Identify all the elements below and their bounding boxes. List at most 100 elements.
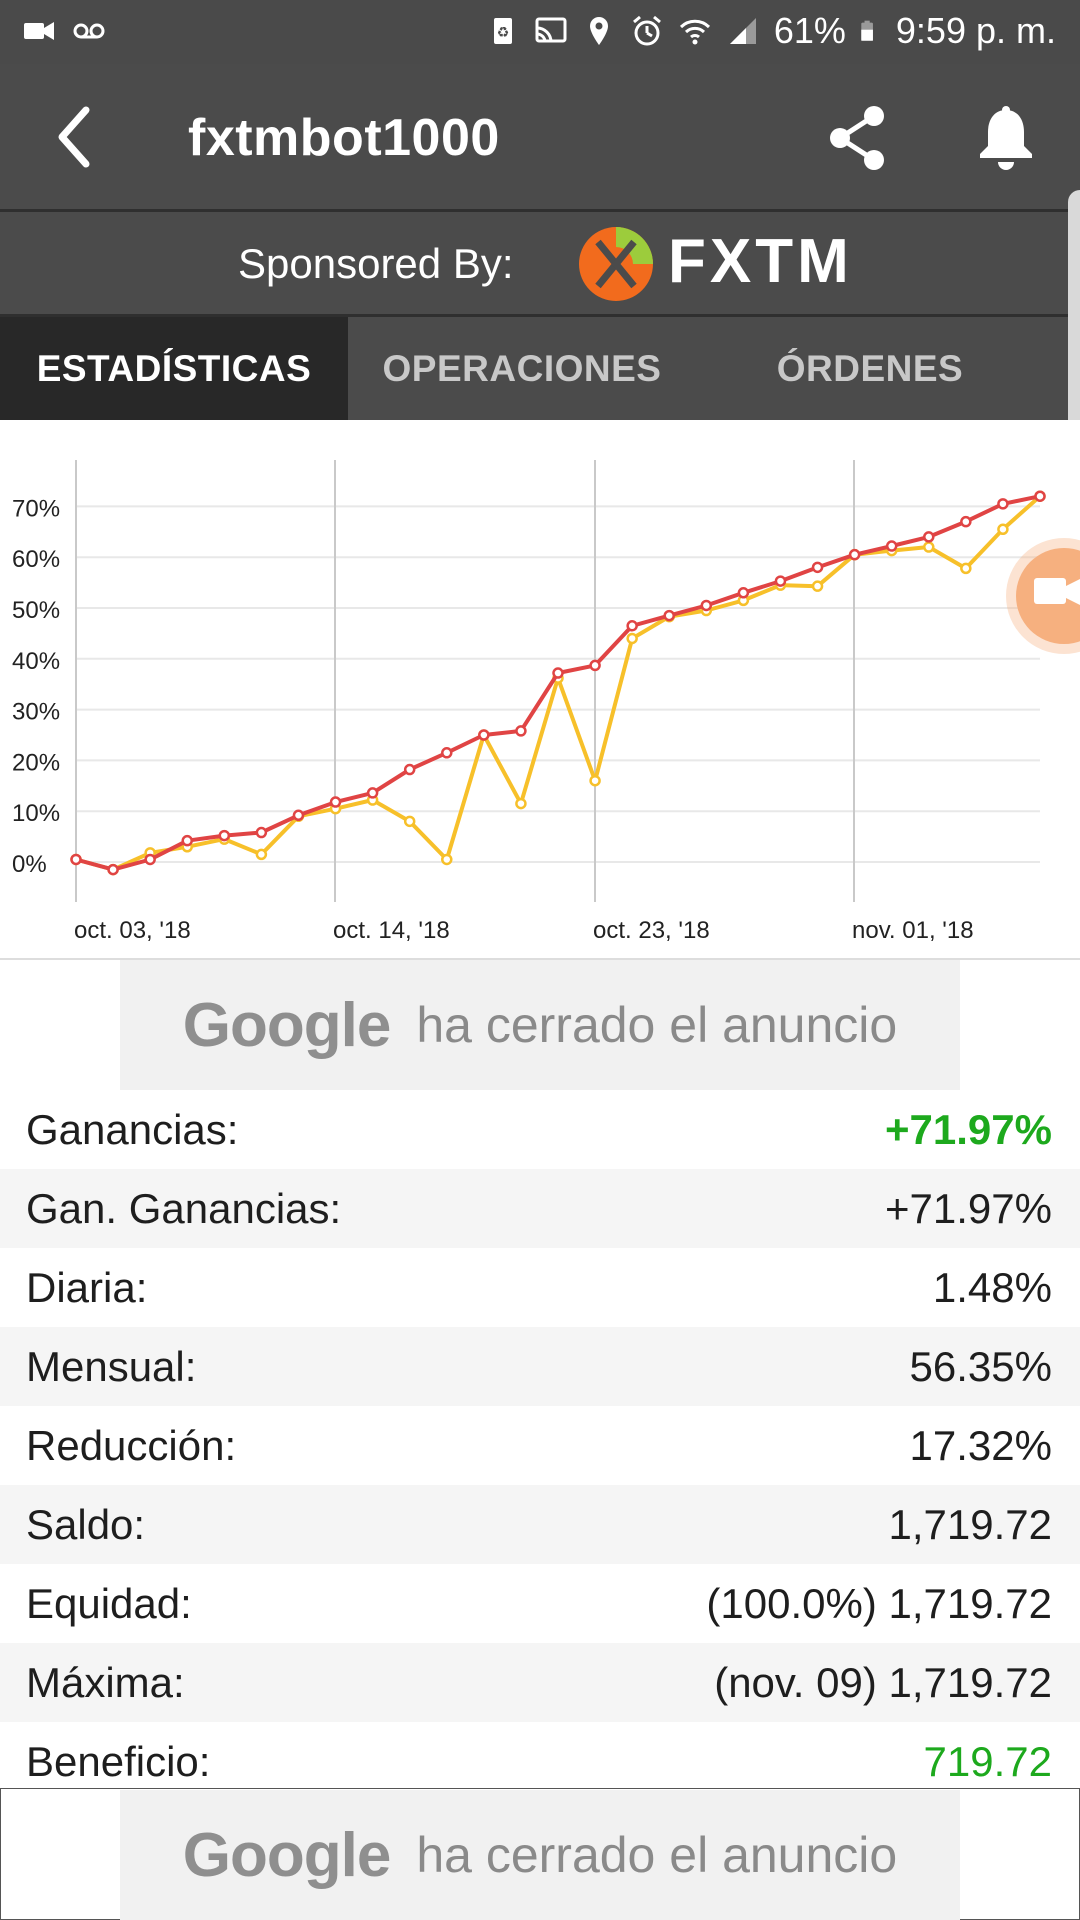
y-tick-label: 40% xyxy=(12,648,60,675)
divider xyxy=(0,209,1080,212)
google-logo: Google xyxy=(182,990,392,1060)
share-icon[interactable] xyxy=(822,102,894,174)
data-point xyxy=(737,587,750,599)
stat-value: 719.72 xyxy=(923,1737,1052,1785)
x-tick-label: oct. 23, '18 xyxy=(593,917,710,944)
page-title: fxtmbot1000 xyxy=(188,109,500,167)
data-point xyxy=(774,575,787,587)
fxtm-logo-icon xyxy=(579,227,653,301)
stat-value: 17.32% xyxy=(909,1421,1052,1469)
status-bar: ♻ 61% 9:59 p. m. xyxy=(0,0,1080,64)
x-tick-label: oct. 14, '18 xyxy=(333,917,450,944)
data-point xyxy=(255,848,268,861)
data-point xyxy=(997,498,1009,510)
ad-closed-banner-bottom: Google ha cerrado el anuncio xyxy=(120,1790,960,1920)
ad-closed-banner: Google ha cerrado el anuncio xyxy=(120,960,960,1090)
stat-value: (nov. 09) 1,719.72 xyxy=(714,1658,1052,1706)
data-point xyxy=(144,853,156,866)
clock: 9:59 p. m. xyxy=(895,10,1056,51)
stat-label: Diaria: xyxy=(26,1263,148,1311)
battery-icon xyxy=(861,20,873,41)
ad-closed-text: ha cerrado el anuncio xyxy=(416,1827,898,1883)
data-point xyxy=(885,540,898,552)
app-bar: fxtmbot1000 xyxy=(0,64,1080,210)
stat-value: 56.35% xyxy=(909,1342,1052,1390)
video-icon xyxy=(24,22,54,40)
stat-value: +71.97% xyxy=(885,1105,1052,1153)
data-point xyxy=(589,774,601,787)
stat-value: +71.97% xyxy=(885,1184,1052,1232)
data-point xyxy=(441,853,453,866)
wifi-icon xyxy=(679,19,710,45)
bell-icon[interactable] xyxy=(976,104,1036,174)
y-tick-label: 50% xyxy=(12,597,60,624)
data-point xyxy=(626,620,638,632)
chart-canvas: 0% 10% 20% 30% 40% 50% 60% 70% oct. 03, '18 oct. … xyxy=(12,460,1046,944)
ad-closed-text: ha cerrado el anuncio xyxy=(416,997,898,1053)
google-logo: Google xyxy=(182,1820,392,1890)
data-point xyxy=(848,548,861,561)
x-tick-label: nov. 01, '18 xyxy=(852,917,974,944)
data-point xyxy=(589,659,601,672)
sponsor-label: Sponsored By: xyxy=(238,240,514,287)
data-point xyxy=(441,747,453,759)
data-point xyxy=(811,561,824,574)
stat-row: Gan. Ganancias: +71.97% xyxy=(0,1169,1080,1248)
stat-row: Equidad: (100.0%) 1,719.72 xyxy=(0,1564,1080,1643)
battery-saver-icon: ♻ xyxy=(493,18,512,44)
stat-label: Máxima: xyxy=(26,1658,185,1706)
data-point xyxy=(960,515,972,528)
data-point xyxy=(292,809,305,822)
data-point xyxy=(923,541,935,553)
stat-label: Reducción: xyxy=(26,1421,237,1469)
divider xyxy=(0,958,1080,960)
stat-value: 1,719.72 xyxy=(888,1500,1053,1548)
svg-text:♻: ♻ xyxy=(497,25,510,41)
divider xyxy=(0,314,1080,317)
data-point xyxy=(515,797,527,810)
data-point xyxy=(923,531,935,543)
x-tick-label: oct. 03, '18 xyxy=(74,917,191,944)
stat-row: Saldo: 1,719.72 xyxy=(0,1485,1080,1564)
tab-estadisticas[interactable]: ESTADÍSTICAS xyxy=(0,317,348,420)
sponsor-brand: FXTM xyxy=(668,227,853,296)
data-point xyxy=(403,763,416,776)
voicemail-icon xyxy=(73,23,105,39)
data-point xyxy=(700,599,713,612)
stat-label: Saldo: xyxy=(26,1500,146,1548)
stat-row: Mensual: 56.35% xyxy=(0,1327,1080,1406)
data-point xyxy=(626,632,638,645)
y-tick-label: 60% xyxy=(12,546,60,573)
data-point xyxy=(181,834,193,847)
data-point xyxy=(329,796,342,808)
stat-row: Beneficio: 719.72 xyxy=(0,1722,1080,1801)
data-point xyxy=(997,523,1009,536)
stat-label: Mensual: xyxy=(26,1342,197,1390)
tab-bar: ESTADÍSTICAS OPERACIONES ÓRDENES xyxy=(0,317,1068,420)
stat-row: Máxima: (nov. 09) 1,719.72 xyxy=(0,1643,1080,1722)
y-tick-label: 30% xyxy=(12,699,60,726)
stat-label: Gan. Ganancias: xyxy=(26,1184,342,1232)
stats-table: Ganancias: +71.97% Gan. Ganancias: +71.97% D… xyxy=(0,1090,1080,1801)
tab-operaciones[interactable]: OPERACIONES xyxy=(382,347,662,389)
stat-value: (100.0%) 1,719.72 xyxy=(706,1579,1052,1627)
data-point xyxy=(403,815,416,828)
y-tick-label: 70% xyxy=(12,495,60,522)
cast-icon xyxy=(535,17,567,43)
back-arrow-icon[interactable] xyxy=(46,102,106,172)
stat-label: Ganancias: xyxy=(26,1105,239,1153)
data-point xyxy=(1034,490,1046,502)
data-point xyxy=(960,562,972,575)
data-point xyxy=(218,829,231,842)
stat-row: Ganancias: +71.97% xyxy=(0,1090,1080,1169)
sponsor-banner[interactable]: Sponsored By: FXTM xyxy=(0,212,1080,314)
signal-icon xyxy=(729,18,756,44)
data-point xyxy=(107,863,119,876)
y-tick-label: 10% xyxy=(12,800,60,827)
data-point xyxy=(811,580,824,592)
stat-label: Equidad: xyxy=(26,1579,192,1627)
alarm-icon xyxy=(632,15,661,46)
tab-ordenes[interactable]: ÓRDENES xyxy=(776,347,964,389)
equity-chart: 0% 10% 20% 30% 40% 50% 60% 70% oct. 03, '18 oct. … xyxy=(0,420,1080,960)
stat-label: Beneficio: xyxy=(26,1737,211,1785)
